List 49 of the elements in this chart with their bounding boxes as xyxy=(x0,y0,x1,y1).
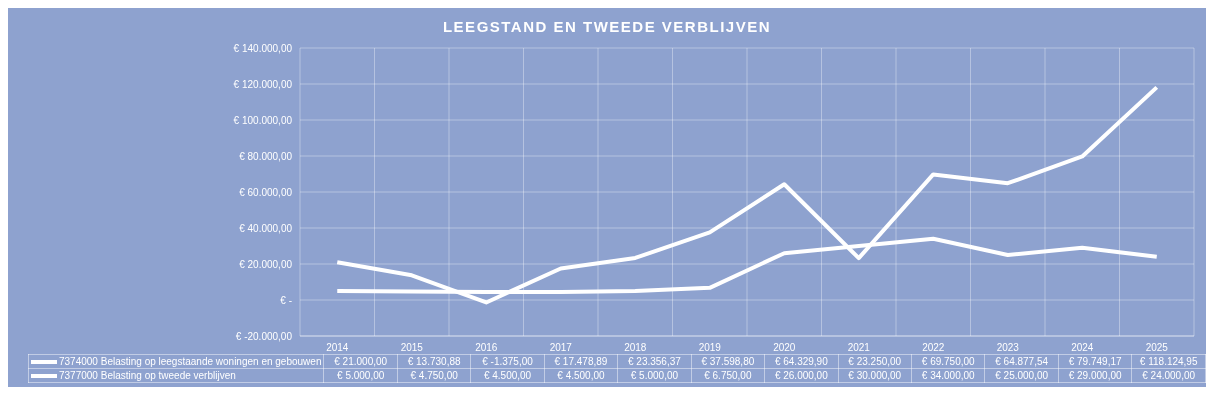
data-label: € 25.000,00 xyxy=(984,368,1059,383)
legend-label: 7377000 Belasting op tweede verblijven xyxy=(28,368,324,383)
chart-title: LEEGSTAND EN TWEEDE VERBLIJVEN xyxy=(441,18,773,35)
x-tick-label: 2024 xyxy=(1071,342,1094,354)
data-label: € 13.730,88 xyxy=(397,354,471,369)
data-label: € 26.000,00 xyxy=(764,368,839,383)
x-tick-label: 2014 xyxy=(326,342,349,354)
x-tick-label: 2018 xyxy=(624,342,647,354)
data-label: € 24.000,00 xyxy=(1131,368,1206,383)
data-label: € 29.000,00 xyxy=(1058,368,1132,383)
y-tick-label: € 80.000,00 xyxy=(239,150,293,162)
data-label: € 21.000,00 xyxy=(323,354,398,369)
data-label: € 64.877,54 xyxy=(984,354,1059,369)
y-tick-label: € 140.000,00 xyxy=(233,42,293,54)
data-label: € 23.250,00 xyxy=(838,354,912,369)
x-tick-label: 2019 xyxy=(698,342,722,354)
x-tick-label: 2025 xyxy=(1145,342,1169,354)
data-label: € 4.500,00 xyxy=(544,368,618,383)
data-label: € 4.750,00 xyxy=(397,368,471,383)
line-series xyxy=(335,85,1159,305)
data-label: € 69.750,00 xyxy=(911,354,985,369)
y-tick-label: € 120.000,00 xyxy=(233,78,293,90)
data-label: € 79.749,17 xyxy=(1058,354,1132,369)
x-tick-label: 2021 xyxy=(847,342,871,354)
y-tick-label: € 20.000,00 xyxy=(239,258,293,270)
data-label: € 5.000,00 xyxy=(323,368,398,383)
data-label: € 4.500,00 xyxy=(470,368,545,383)
data-label: € 23.356,37 xyxy=(617,354,692,369)
legend-label: 7374000 Belasting op leegstaande woningen en gebouwen xyxy=(28,354,324,369)
data-label: € 17.478,89 xyxy=(544,354,618,369)
y-tick-label: € -20.000,00 xyxy=(235,330,293,342)
data-label: € 6.750,00 xyxy=(691,368,765,383)
data-label: € 118.124,95 xyxy=(1131,354,1206,369)
data-label: € 64.329,90 xyxy=(764,354,839,369)
data-label: € 34.000,00 xyxy=(911,368,985,383)
y-tick-label: € 100.000,00 xyxy=(233,114,293,126)
x-tick-label: 2022 xyxy=(922,342,945,354)
data-label: € 5.000,00 xyxy=(617,368,692,383)
data-label: € 37.598,80 xyxy=(691,354,765,369)
x-tick-label: 2016 xyxy=(475,342,498,354)
x-tick-label: 2023 xyxy=(996,342,1020,354)
data-label: € -1.375,00 xyxy=(470,354,545,369)
x-tick-label: 2017 xyxy=(549,342,573,354)
x-tick-label: 2020 xyxy=(773,342,796,354)
data-label: € 30.000,00 xyxy=(838,368,912,383)
x-tick-label: 2015 xyxy=(400,342,424,354)
y-tick-label: € - xyxy=(280,294,292,306)
y-tick-label: € 40.000,00 xyxy=(239,222,293,234)
y-tick-label: € 60.000,00 xyxy=(239,186,293,198)
